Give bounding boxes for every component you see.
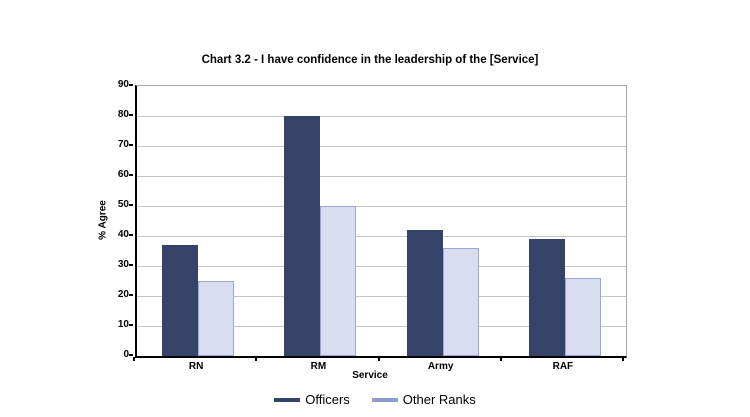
x-axis-tick: [255, 357, 258, 361]
bar-officers: [528, 239, 565, 356]
x-axis-title: Service: [352, 370, 388, 381]
category-label: RM: [310, 361, 327, 372]
bar-officers: [406, 230, 443, 356]
x-axis-tick: [133, 357, 135, 361]
legend-marker-other-ranks: [371, 398, 398, 402]
grid-line: [137, 266, 626, 267]
y-tick-label: 50: [117, 199, 129, 210]
bar-other-ranks: [564, 278, 601, 356]
grid-line: [137, 146, 626, 147]
grid-line: [137, 176, 626, 177]
y-tick-label: 20: [117, 289, 129, 300]
y-axis-tick: [129, 324, 133, 326]
y-axis-tick: [129, 174, 133, 176]
grid-line: [137, 236, 626, 237]
legend: Officers Other Ranks: [0, 390, 750, 410]
y-tick-label: 40: [117, 229, 129, 240]
y-axis-tick: [129, 234, 133, 236]
y-tick-label: 90: [117, 79, 129, 90]
grid-line: [137, 116, 626, 117]
category-label: RN: [188, 361, 204, 372]
bar-other-ranks: [198, 281, 235, 356]
bar-officers: [162, 245, 199, 356]
y-tick-label: 10: [117, 319, 129, 330]
chart-title: Chart 3.2 - I have confidence in the lea…: [201, 54, 539, 66]
y-axis-tick: [129, 294, 133, 296]
x-axis-tick: [622, 357, 624, 361]
category-label: Army: [427, 361, 454, 372]
category-label: RAF: [552, 361, 574, 372]
y-tick-label: 60: [117, 169, 129, 180]
grid-line: [137, 206, 626, 207]
legend-label-other-ranks: Other Ranks: [402, 392, 476, 407]
bar-other-ranks: [320, 206, 357, 356]
y-axis-tick: [129, 264, 133, 266]
legend-marker-officers: [274, 398, 301, 402]
x-axis-tick: [499, 357, 502, 361]
grid-line: [137, 326, 626, 327]
y-tick-label: 0: [123, 349, 129, 360]
y-axis-tick: [129, 114, 133, 116]
y-axis-tick: [129, 204, 133, 206]
bar-officers: [284, 116, 321, 356]
grid-line: [137, 296, 626, 297]
legend-label-officers: Officers: [305, 392, 350, 407]
x-axis-tick: [377, 357, 380, 361]
y-axis-tick: [129, 354, 133, 356]
legend-item-officers: Officers: [274, 392, 350, 408]
y-tick-label: 30: [117, 259, 129, 270]
bar-other-ranks: [442, 248, 479, 356]
y-tick-label: 80: [117, 109, 129, 120]
y-axis-tick: [129, 144, 133, 146]
legend-item-other-ranks: Other Ranks: [371, 392, 476, 408]
y-tick-label: 70: [117, 139, 129, 150]
y-axis-tick: [129, 84, 133, 86]
plot-area: [135, 85, 627, 358]
